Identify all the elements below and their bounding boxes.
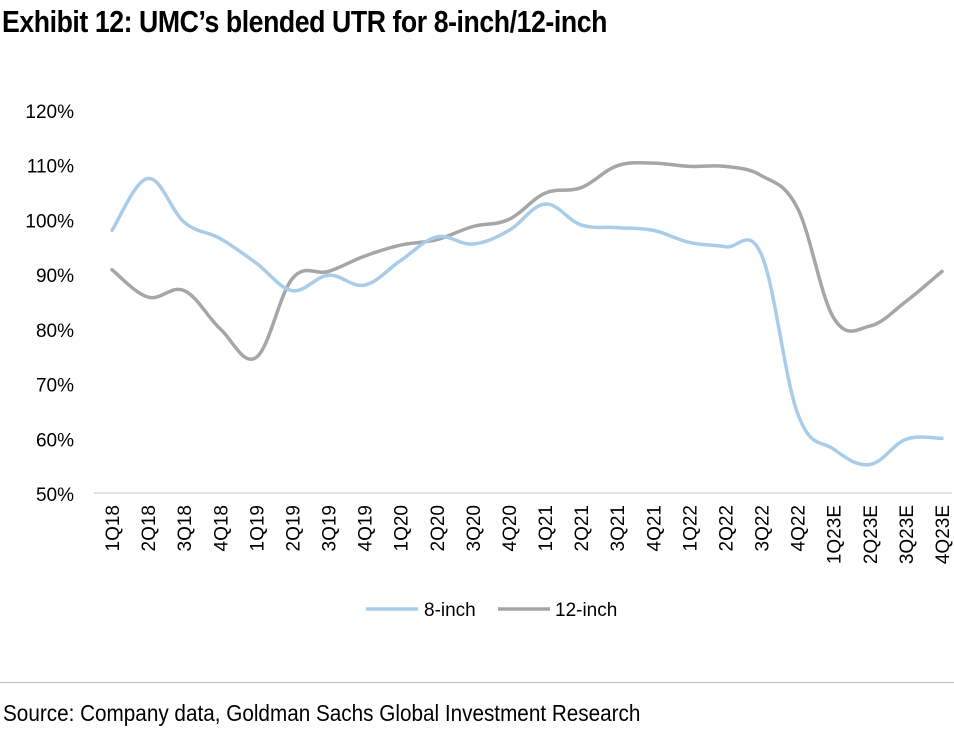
y-axis: 50% 60% 70% 80% 90% 100% 110% 120% [25, 102, 74, 506]
x-tick-label: 1Q18 [103, 505, 124, 551]
divider [0, 682, 954, 683]
x-tick-label: 4Q20 [500, 505, 521, 551]
x-tick-label: 3Q23E [897, 505, 918, 564]
y-tick-label: 60% [36, 430, 74, 451]
legend: 8-inch 12-inch [366, 600, 617, 621]
legend-label: 12-inch [555, 600, 617, 621]
chart-title: Exhibit 12: UMC’s blended UTR for 8-inch… [2, 4, 607, 39]
y-tick-label: 90% [36, 266, 74, 287]
x-tick-label: 4Q21 [644, 505, 665, 551]
x-tick-label: 2Q18 [139, 505, 160, 551]
x-tick-label: 1Q23E [825, 505, 846, 564]
series-line-8-inch [110, 176, 944, 467]
y-tick-label: 120% [25, 102, 74, 123]
x-tick-label: 3Q21 [608, 505, 629, 551]
x-tick-label: 3Q22 [753, 505, 774, 551]
x-tick-label: 4Q18 [211, 505, 232, 551]
y-tick-label: 80% [36, 321, 74, 342]
x-axis: 1Q18 2Q18 3Q18 4Q18 1Q19 2Q19 3Q19 4Q19 1Q20 2Q20… [94, 492, 954, 564]
x-tick-label: 1Q20 [392, 505, 413, 551]
x-tick-label: 4Q23E [933, 505, 954, 564]
x-tick-label: 3Q20 [464, 505, 485, 551]
series-line-12-inch [110, 161, 944, 361]
x-tick-label: 1Q19 [247, 505, 268, 551]
plot-lines [110, 161, 944, 467]
x-tick-label: 2Q19 [283, 505, 304, 551]
x-tick-label: 3Q19 [320, 505, 341, 551]
x-tick-label: 4Q22 [789, 505, 810, 551]
x-tick-label: 2Q22 [716, 505, 737, 551]
x-tick-label: 2Q21 [572, 505, 593, 551]
x-tick-label: 3Q18 [175, 505, 196, 551]
x-tick-label: 4Q19 [356, 505, 377, 551]
y-tick-label: 100% [25, 211, 74, 232]
x-tick-label: 1Q21 [536, 505, 557, 551]
line-chart: 50% 60% 70% 80% 90% 100% 110% 120% 1Q18 2Q18 3Q18… [25, 102, 954, 621]
x-tick-label: 2Q23E [861, 505, 882, 564]
source-note: Source: Company data, Goldman Sachs Glob… [3, 700, 641, 726]
x-tick-label: 1Q22 [680, 505, 701, 551]
y-tick-label: 110% [27, 157, 74, 178]
legend-label: 8-inch [424, 600, 476, 621]
x-tick-label: 2Q20 [428, 505, 449, 551]
y-tick-label: 70% [36, 376, 74, 397]
y-tick-label: 50% [36, 485, 74, 506]
